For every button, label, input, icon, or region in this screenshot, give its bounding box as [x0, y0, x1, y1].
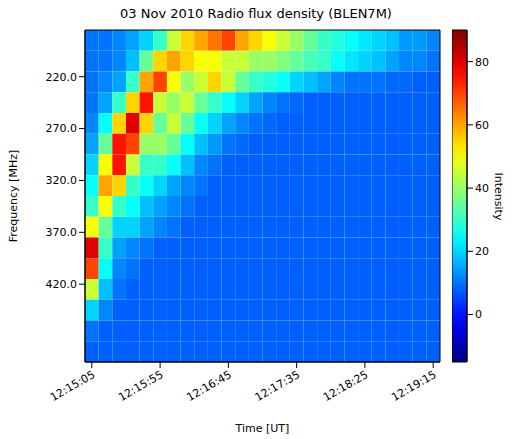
svg-text:420.0: 420.0 — [46, 278, 78, 291]
svg-text:270.0: 270.0 — [46, 122, 78, 135]
svg-text:12:15:55: 12:15:55 — [116, 368, 165, 404]
svg-text:Time [UT]: Time [UT] — [235, 422, 290, 435]
svg-text:80: 80 — [475, 56, 489, 69]
svg-text:220.0: 220.0 — [46, 71, 78, 84]
svg-text:12:18:25: 12:18:25 — [321, 368, 370, 404]
svg-text:0: 0 — [475, 308, 482, 321]
svg-text:40: 40 — [475, 182, 489, 195]
html-text:Intensity: Intensity — [491, 172, 505, 221]
svg-text:12:15:05: 12:15:05 — [48, 368, 97, 404]
svg-text:370.0: 370.0 — [46, 226, 78, 239]
svg-text:60: 60 — [475, 119, 489, 132]
svg-text:20: 20 — [475, 245, 489, 258]
html-text:03 Nov 2010 Radio flux density: 03 Nov 2010 Radio flux density (BLEN7M) — [120, 6, 392, 21]
svg-text:320.0: 320.0 — [46, 174, 78, 187]
svg-text:12:16:45: 12:16:45 — [184, 368, 233, 404]
svg-text:12:17:35: 12:17:35 — [253, 368, 302, 404]
svg-text:12:19:15: 12:19:15 — [389, 368, 438, 404]
svg-text:Frequency [MHz]: Frequency [MHz] — [7, 150, 20, 242]
